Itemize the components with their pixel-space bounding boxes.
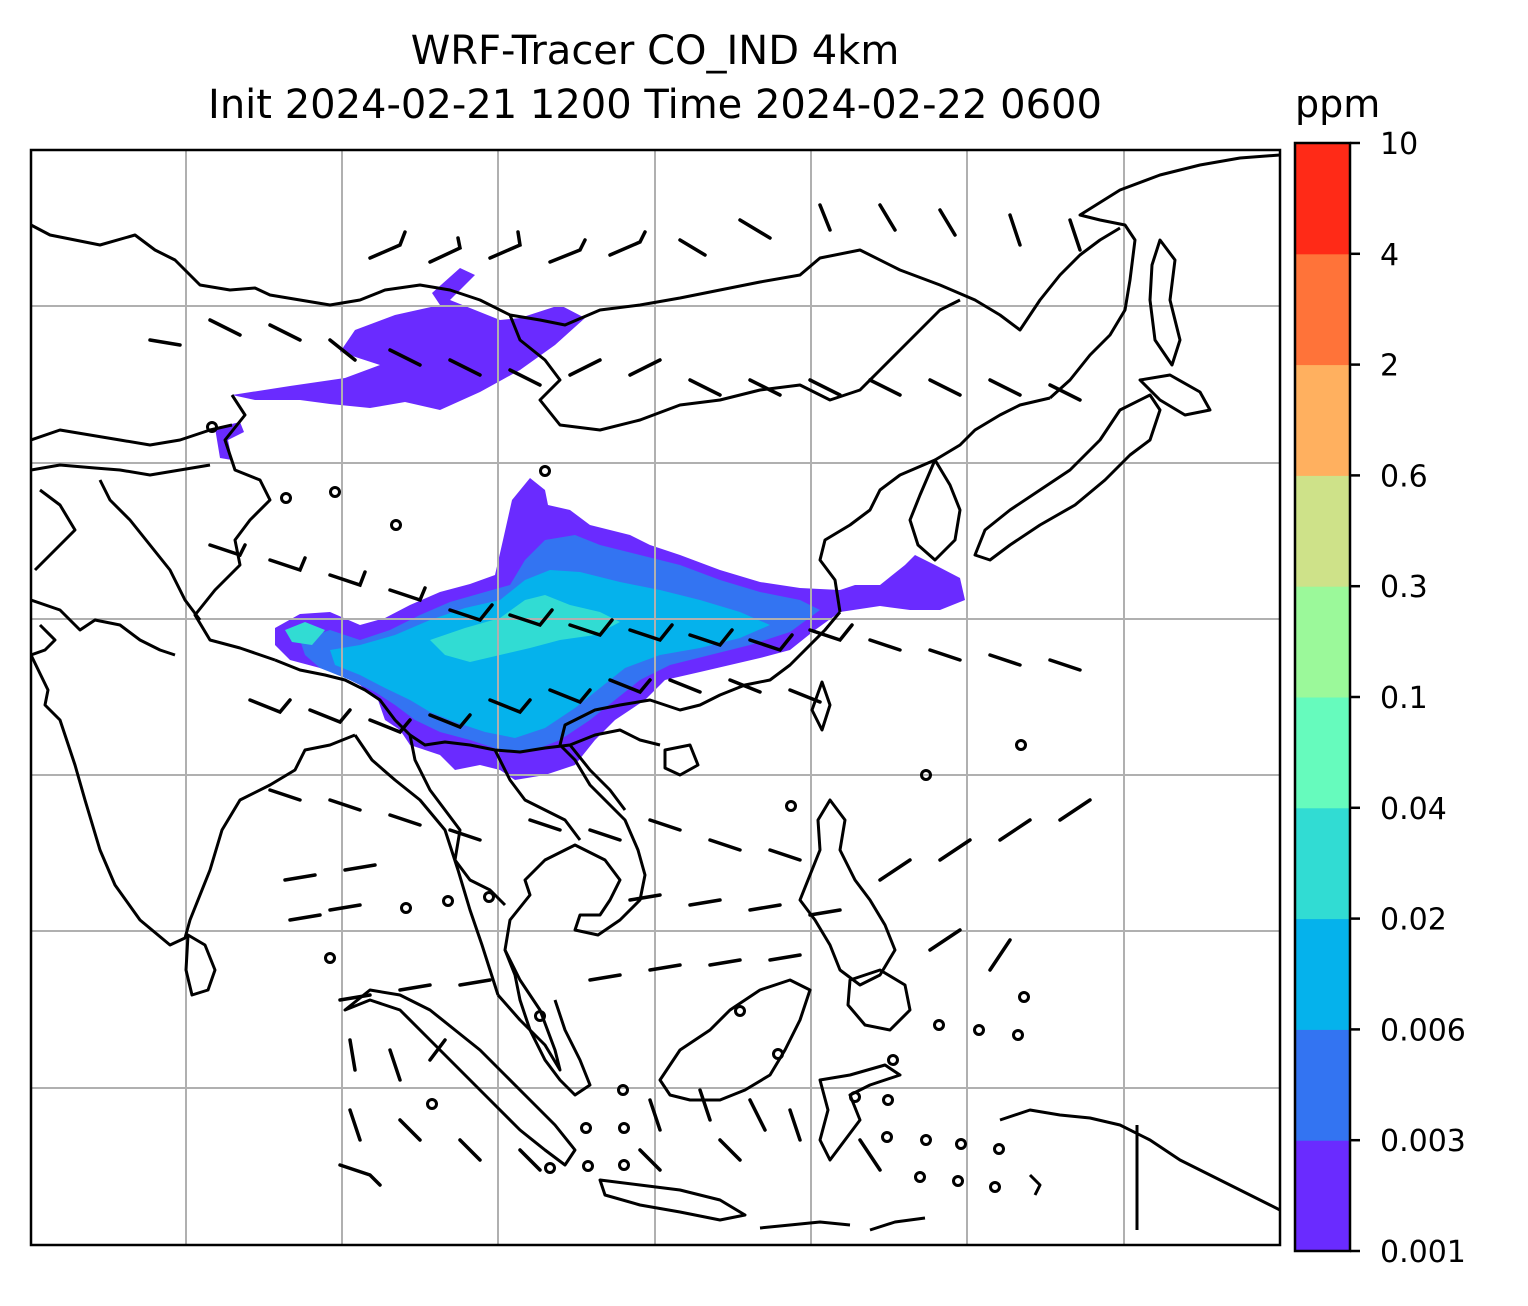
colorbar-segment [1295,1140,1350,1252]
wind-barb [268,788,802,862]
colorbar-segment [1295,475,1350,587]
colorbar-unit-label: ppm [1295,82,1381,126]
colorbar-segments [1295,143,1350,1252]
wind-barb [248,678,822,735]
colorbar-tick-label: 0.3 [1380,570,1428,605]
tracer-plume [215,268,965,780]
colorbar-tick-label: 10 [1380,127,1418,162]
plume-inner [330,570,770,738]
colorbar-tick-label: 0.1 [1380,681,1428,716]
wind-barb [448,603,1082,672]
colorbar-ticks: 0.001 0.003 0.006 0.02 0.04 0.1 0.3 0.6 2 4 10 [1350,127,1466,1270]
wind-barb [148,318,662,387]
wind-barb [678,203,1082,257]
borneo [658,978,812,1102]
hokkaido-sakhalin [1138,238,1212,417]
bay-of-bengal-east-coast [353,734,500,996]
lesser-sunda [759,1173,1042,1232]
colorbar-tick-label: 0.001 [1380,1235,1466,1270]
wind-barb [338,1138,882,1187]
map-title-line2: Init 2024-02-21 1200 Time 2024-02-22 060… [208,82,1102,128]
colorbar-segment [1295,143,1350,255]
china-west-border [193,394,276,662]
colorbar-segment [1295,1029,1350,1141]
map-title-line1: WRF-Tracer CO_IND 4km [410,28,900,74]
colorbar-segment [1295,364,1350,476]
colorbar-segment [1295,253,1350,366]
wind-barb [338,928,1012,1002]
mongolia-border [508,298,961,432]
colorbar-segment [1295,586,1350,698]
wind-barb [208,543,427,603]
colorbar-tick-label: 2 [1380,349,1399,384]
colorbar: 0.001 0.003 0.006 0.02 0.04 0.1 0.3 0.6 2 4 10 [1293,127,1466,1270]
plume-outer-northwest [215,422,244,460]
colorbar-tick-label: 0.6 [1380,459,1428,494]
mindanao [846,968,912,1032]
wind-barbs [148,203,1092,1187]
colorbar-tick-label: 0.02 [1380,903,1447,938]
new-guinea [999,1108,1280,1230]
sumatra [343,988,577,1167]
wind-barb [688,378,1082,402]
philippines [798,798,897,987]
wind-barb [368,230,647,264]
colorbar-tick-label: 0.003 [1380,1124,1466,1159]
calm-wind-markers [206,421,1030,1193]
plume-core [430,595,620,662]
map-frame [29,148,1282,1247]
colorbar-tick-label: 0.006 [1380,1013,1466,1048]
colorbar-segment [1295,807,1350,920]
sri-lanka [184,933,217,997]
sulawesi [818,1063,902,1162]
wind-barb [348,1038,802,1172]
northern-border [31,223,1121,332]
wind-barb [283,798,1092,922]
central-asia-borders [31,423,233,621]
colorbar-segment [1295,918,1350,1030]
colorbar-tick-label: 4 [1380,238,1399,273]
plume-outer-north [232,268,585,410]
russia-pacific-coast [1048,153,1280,400]
plume-core-west [285,622,325,645]
malay-peninsula [503,949,592,1097]
himalaya-border [274,658,661,754]
india-coastline [31,654,356,947]
colorbar-segment [1295,697,1350,809]
java [598,1178,747,1222]
pakistan-coast [31,598,176,657]
myanmar-thai-borders [408,734,627,907]
japan [973,393,1162,562]
hainan [663,743,700,777]
colorbar-tick-label: 0.04 [1380,792,1447,827]
map-panel [31,150,1280,1245]
china-east-coast [818,396,1051,613]
korea [908,458,962,562]
map-gridlines [31,150,1280,1245]
